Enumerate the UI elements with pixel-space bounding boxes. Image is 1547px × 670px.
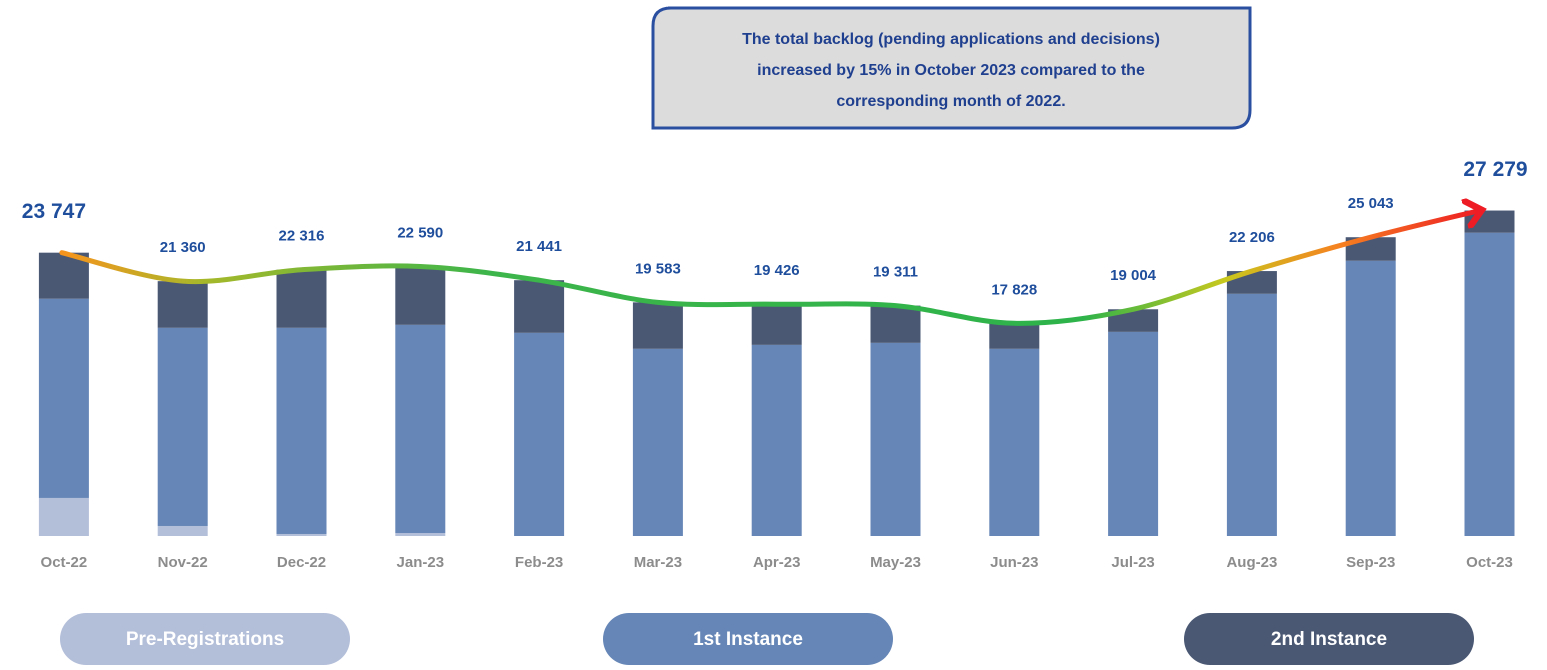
total-label: 19 004 xyxy=(1110,267,1157,284)
bar-segment xyxy=(989,348,1040,536)
bar-segment xyxy=(751,304,802,345)
bar-segment xyxy=(395,533,446,536)
total-label: 19 426 xyxy=(754,262,800,279)
bar-segment xyxy=(157,327,208,526)
x-tick-label: Jul-23 xyxy=(1111,554,1154,571)
legend-label: Pre-Registrations xyxy=(126,629,284,650)
bar-segment xyxy=(1226,293,1277,536)
bar-segment xyxy=(870,305,921,343)
x-tick-label: Jan-23 xyxy=(397,554,445,571)
bar-segment xyxy=(276,533,327,536)
bar-segment xyxy=(751,344,802,536)
bar-segment xyxy=(1345,260,1396,536)
bar-segment xyxy=(1108,309,1159,332)
x-tick-label: Sep-23 xyxy=(1346,554,1395,571)
bar-segment xyxy=(276,269,327,328)
x-tick-label: Oct-22 xyxy=(41,554,88,571)
bar-segment xyxy=(870,342,921,536)
x-tick-label: May-23 xyxy=(870,554,921,571)
total-label: 22 206 xyxy=(1229,229,1275,246)
legend-pill xyxy=(603,613,893,665)
total-label: 25 043 xyxy=(1348,195,1394,212)
bar-segment xyxy=(514,332,565,536)
x-tick-label: Mar-23 xyxy=(634,554,682,571)
total-label: 22 590 xyxy=(397,224,443,241)
annotation-line: increased by 15% in October 2023 compare… xyxy=(757,62,1145,79)
bar-segment xyxy=(38,298,89,498)
legend-label: 2nd Instance xyxy=(1271,629,1387,650)
total-label: 23 747 xyxy=(22,200,86,223)
x-tick-label: Jun-23 xyxy=(990,554,1038,571)
x-tick-label: Nov-22 xyxy=(158,554,208,571)
bar-segment xyxy=(38,497,89,536)
trend-line xyxy=(59,211,1480,326)
bar-segment xyxy=(632,348,683,536)
annotation-line: The total backlog (pending applications … xyxy=(742,31,1160,48)
bar-segment xyxy=(395,324,446,534)
annotation-box xyxy=(651,6,1252,130)
total-label: 19 311 xyxy=(873,264,918,281)
x-tick-label: Oct-23 xyxy=(1466,554,1513,571)
bar-segment xyxy=(157,281,208,328)
total-label: 17 828 xyxy=(991,281,1037,298)
total-label: 19 583 xyxy=(635,260,681,277)
total-label: 21 441 xyxy=(516,238,562,255)
legend-pill xyxy=(60,613,350,665)
x-tick-label: Feb-23 xyxy=(515,554,563,571)
legend-pill xyxy=(1184,613,1474,665)
bar-segment xyxy=(395,266,446,325)
total-label: 21 360 xyxy=(160,239,206,256)
bar-segment xyxy=(989,323,1040,349)
x-tick-label: Dec-22 xyxy=(277,554,326,571)
x-tick-label: Aug-23 xyxy=(1226,554,1277,571)
bar-segment xyxy=(157,525,208,536)
bar-segment xyxy=(514,280,565,333)
x-tick-label: Apr-23 xyxy=(753,554,801,571)
bar-segment xyxy=(1464,232,1515,536)
bar-segment xyxy=(276,327,327,534)
bar-segment xyxy=(1108,331,1159,536)
annotation-line: corresponding month of 2022. xyxy=(836,93,1065,110)
bar-segment xyxy=(632,302,683,349)
total-label: 22 316 xyxy=(279,228,325,245)
total-label: 27 279 xyxy=(1463,158,1527,181)
legend-label: 1st Instance xyxy=(693,629,803,650)
